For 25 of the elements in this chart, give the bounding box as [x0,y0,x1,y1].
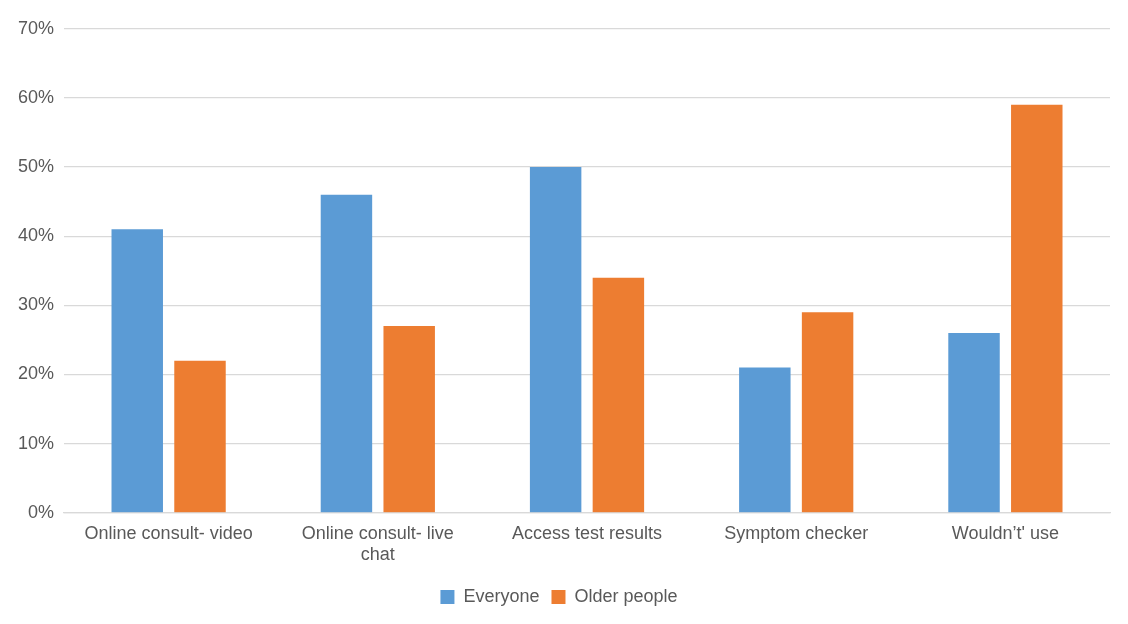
x-tick-label: Online consult- live chat [301,522,454,565]
y-tick-label: 0% [28,501,55,522]
bar [948,333,1000,513]
bar [320,194,373,513]
bar [1011,104,1063,513]
bar [592,277,645,513]
bar [739,367,791,513]
legend-label: Everyone [463,585,540,606]
bar [529,167,582,513]
bar [174,360,226,513]
x-tick-label: Wouldn’t' use [951,522,1059,543]
y-tick-label: 10% [18,432,55,453]
legend-label: Older people [574,585,678,606]
x-tick-label: Access test results [511,522,663,543]
y-tick-label: 40% [18,225,55,246]
x-tick-label: Symptom checker [724,522,869,543]
y-tick-label: 50% [18,156,55,177]
x-tick-label: Online consult- video [84,522,253,543]
y-tick-label: 70% [18,17,55,38]
bar [801,312,854,513]
y-tick-label: 30% [18,294,55,315]
bar [111,229,163,513]
bar [383,326,435,513]
y-tick-label: 20% [18,363,55,384]
y-tick-label: 60% [18,86,55,107]
